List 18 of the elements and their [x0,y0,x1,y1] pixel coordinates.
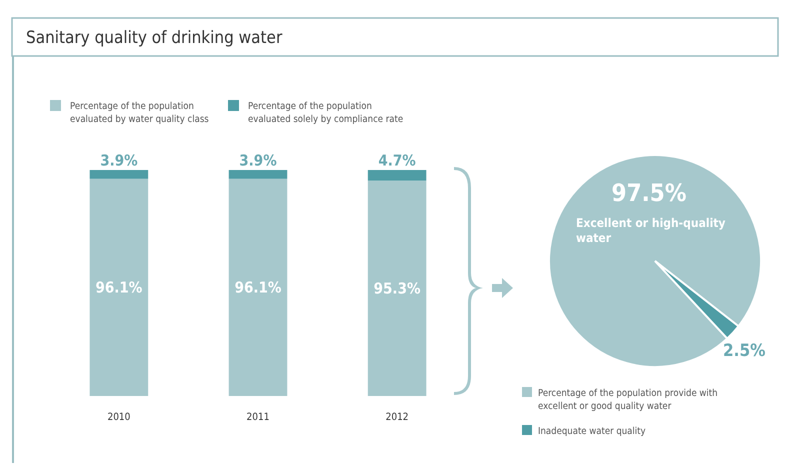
legend-label: Percentage of the population provide with excellent or good quality water [538,388,718,412]
data-label: 96.1% [234,278,282,297]
data-label: 3.9% [100,151,138,170]
data-label: 2.5% [723,341,766,361]
x-tick-label: 2011 [246,412,270,423]
data-label: 95.3% [374,280,421,298]
x-tick-label: 2010 [107,412,131,423]
data-label: 97.5% [612,179,686,207]
data-label: 96.1% [96,278,143,297]
text: Excellent or high-quality water [576,216,726,245]
pie-slice [654,260,740,340]
x-tick-label: 2012 [386,412,409,423]
chart-title: Sanitary quality of drinking water [26,28,283,48]
legend-label: Percentage of the population evaluated solely by compliance rate [248,101,404,125]
data-label: 3.9% [239,151,278,170]
legend-label: Percentage of the population evaluated by water quality class [70,101,210,125]
legend-label: Inadequate water quality [538,426,646,437]
data-label: 4.7% [378,151,416,170]
